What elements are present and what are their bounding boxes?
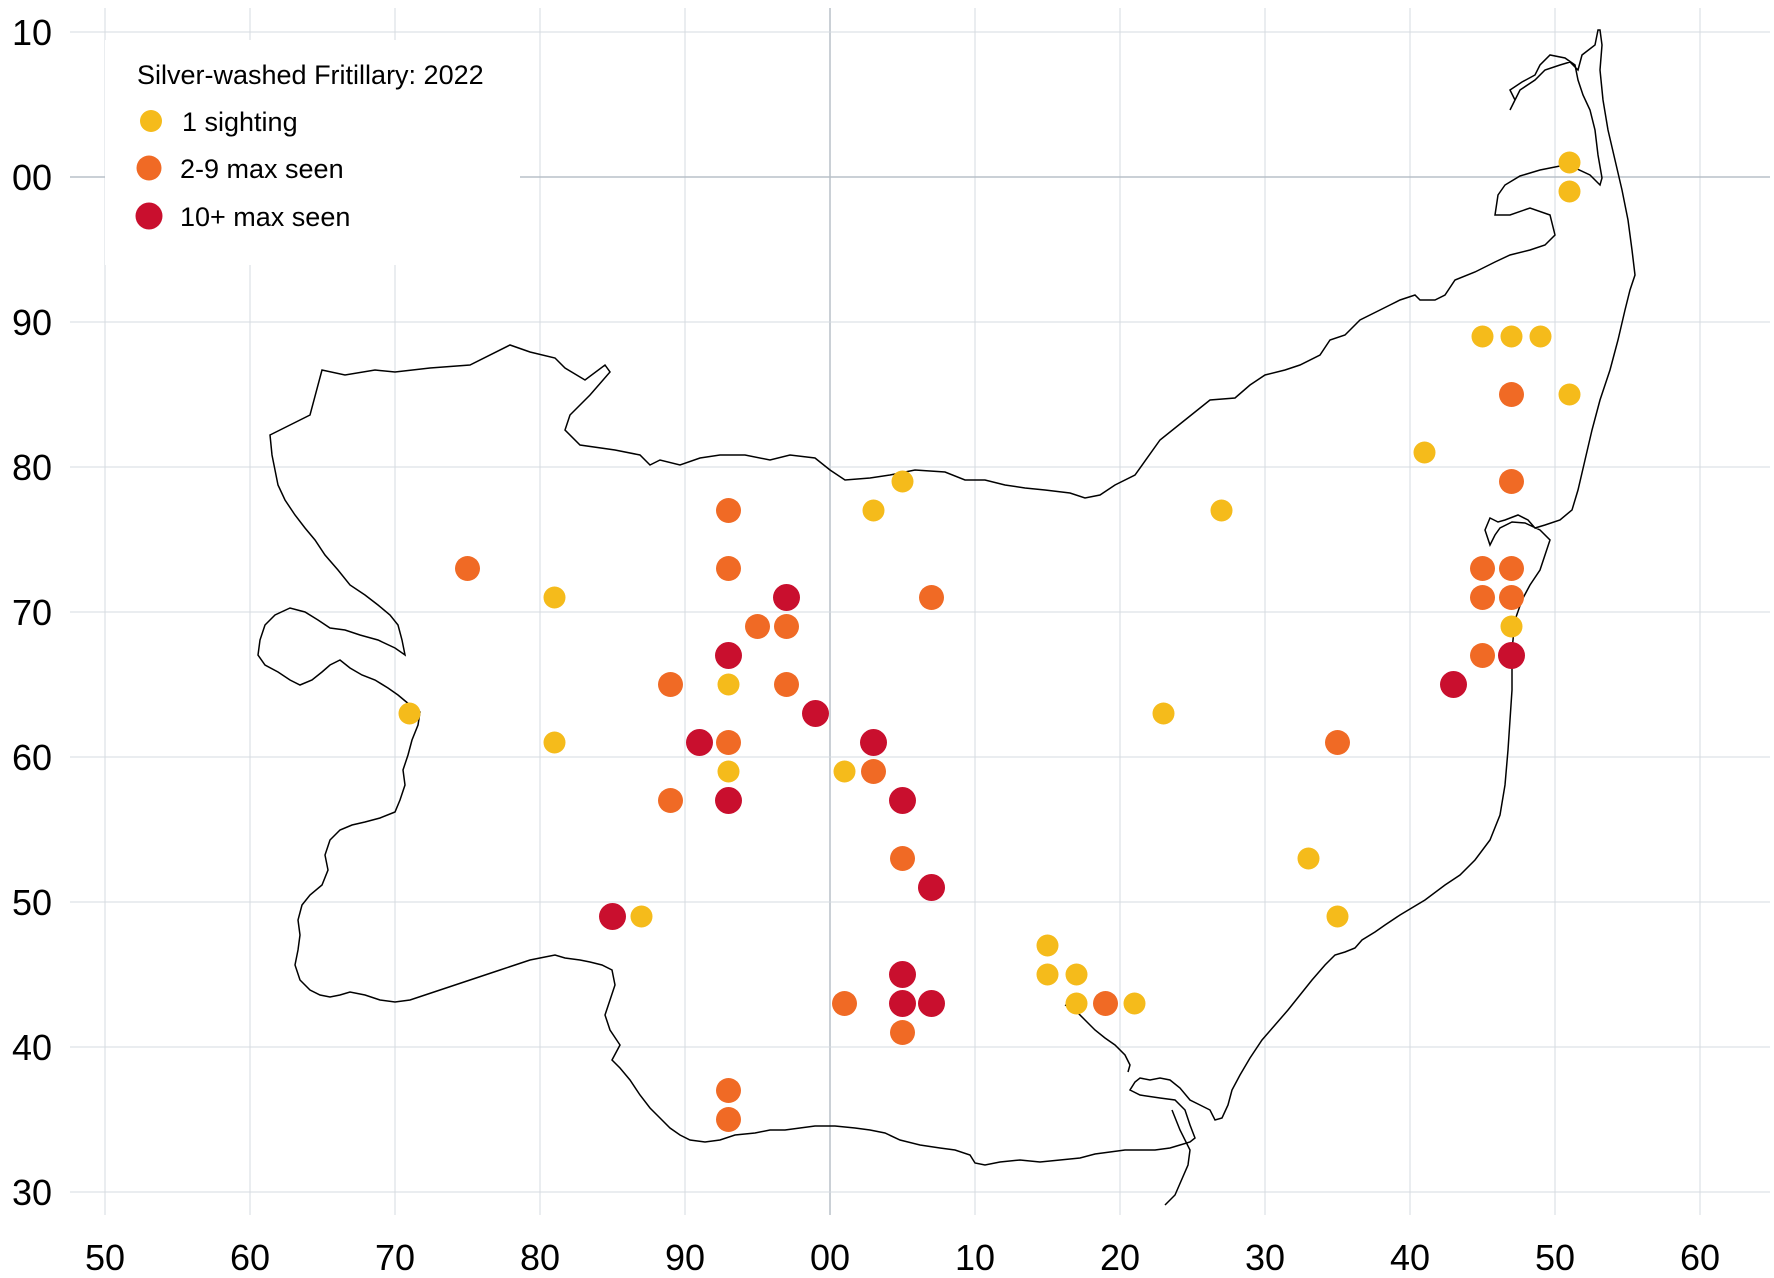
sighting-point-10-max-seen <box>715 642 742 669</box>
x-tick-label: 20 <box>1100 1237 1140 1278</box>
x-axis-ticks: 50 60 70 80 90 00 10 20 30 40 50 60 <box>85 1237 1720 1278</box>
sighting-point-2-9-max-seen <box>1499 382 1524 407</box>
sighting-point-2-9-max-seen <box>716 1107 741 1132</box>
sighting-point-10-max-seen <box>715 787 742 814</box>
x-tick-label: 60 <box>1680 1237 1720 1278</box>
sighting-point-2-9-max-seen <box>1499 556 1524 581</box>
y-tick-label: 40 <box>12 1027 52 1068</box>
legend-swatch-10-plus-max-seen <box>135 202 163 230</box>
x-tick-label: 60 <box>230 1237 270 1278</box>
legend-label-1-sighting: 1 sighting <box>182 107 298 137</box>
y-tick-label: 70 <box>12 592 52 633</box>
x-tick-label: 70 <box>375 1237 415 1278</box>
sighting-point-2-9-max-seen <box>1093 991 1118 1016</box>
sighting-point-1-sighting <box>1036 934 1059 957</box>
sighting-point-1-sighting <box>1471 325 1494 348</box>
sighting-point-1-sighting <box>1413 441 1436 464</box>
sighting-point-2-9-max-seen <box>890 846 915 871</box>
sighting-point-10-max-seen <box>1498 642 1525 669</box>
sighting-point-10-max-seen <box>889 990 916 1017</box>
sighting-point-1-sighting <box>717 673 740 696</box>
sighting-point-2-9-max-seen <box>774 672 799 697</box>
x-tick-label: 80 <box>520 1237 560 1278</box>
sighting-point-1-sighting <box>717 760 740 783</box>
sighting-point-1-sighting <box>1558 151 1581 174</box>
x-tick-label: 00 <box>810 1237 850 1278</box>
sighting-point-10-max-seen <box>889 787 916 814</box>
legend-title: Silver-washed Fritillary: 2022 <box>137 60 484 90</box>
legend-label-2-9-max-seen: 2-9 max seen <box>180 154 344 184</box>
legend-swatch-1-sighting <box>140 110 162 132</box>
sighting-point-2-9-max-seen <box>774 614 799 639</box>
grid-lines <box>70 8 1770 1215</box>
x-tick-label: 40 <box>1390 1237 1430 1278</box>
legend-swatch-2-9-max-seen <box>136 155 162 181</box>
sighting-point-1-sighting <box>1529 325 1552 348</box>
sighting-point-2-9-max-seen <box>1470 585 1495 610</box>
sighting-point-1-sighting <box>1558 180 1581 203</box>
y-tick-label: 00 <box>12 157 52 198</box>
sighting-point-2-9-max-seen <box>1499 469 1524 494</box>
sighting-point-2-9-max-seen <box>919 585 944 610</box>
sighting-point-2-9-max-seen <box>1499 585 1524 610</box>
sighting-point-2-9-max-seen <box>1470 643 1495 668</box>
sighting-point-10-max-seen <box>802 700 829 727</box>
sighting-point-1-sighting <box>543 731 566 754</box>
sighting-point-1-sighting <box>833 760 856 783</box>
sighting-point-1-sighting <box>1065 963 1088 986</box>
sighting-point-1-sighting <box>1123 992 1146 1015</box>
sighting-point-1-sighting <box>630 905 653 928</box>
sighting-point-2-9-max-seen <box>832 991 857 1016</box>
sighting-point-1-sighting <box>1500 325 1523 348</box>
sighting-points <box>398 151 1581 1132</box>
y-tick-label: 80 <box>12 447 52 488</box>
y-tick-label: 30 <box>12 1172 52 1213</box>
y-tick-label: 50 <box>12 882 52 923</box>
sighting-point-2-9-max-seen <box>716 498 741 523</box>
sighting-point-2-9-max-seen <box>716 556 741 581</box>
y-tick-label: 10 <box>12 12 52 53</box>
sighting-point-10-max-seen <box>686 729 713 756</box>
x-tick-label: 90 <box>665 1237 705 1278</box>
sighting-point-2-9-max-seen <box>1470 556 1495 581</box>
sighting-point-1-sighting <box>1326 905 1349 928</box>
sighting-point-2-9-max-seen <box>716 1078 741 1103</box>
sighting-point-2-9-max-seen <box>658 788 683 813</box>
legend-label-10-plus-max-seen: 10+ max seen <box>180 202 350 232</box>
sighting-point-2-9-max-seen <box>1325 730 1350 755</box>
x-tick-label: 10 <box>955 1237 995 1278</box>
sighting-point-1-sighting <box>862 499 885 522</box>
legend-box: Silver-washed Fritillary: 2022 1 sightin… <box>105 40 520 265</box>
sighting-point-10-max-seen <box>889 961 916 988</box>
sighting-point-10-max-seen <box>918 874 945 901</box>
x-tick-label: 30 <box>1245 1237 1285 1278</box>
sighting-point-1-sighting <box>1152 702 1175 725</box>
sighting-point-2-9-max-seen <box>745 614 770 639</box>
sighting-point-1-sighting <box>1210 499 1233 522</box>
sighting-point-10-max-seen <box>860 729 887 756</box>
y-tick-label: 60 <box>12 737 52 778</box>
sighting-point-1-sighting <box>398 702 421 725</box>
sighting-point-2-9-max-seen <box>716 730 741 755</box>
sighting-point-2-9-max-seen <box>658 672 683 697</box>
sighting-point-1-sighting <box>1558 383 1581 406</box>
sighting-point-10-max-seen <box>1440 671 1467 698</box>
sighting-point-1-sighting <box>1036 963 1059 986</box>
x-tick-label: 50 <box>1535 1237 1575 1278</box>
sighting-point-10-max-seen <box>773 584 800 611</box>
sighting-point-10-max-seen <box>599 903 626 930</box>
sighting-point-1-sighting <box>1065 992 1088 1015</box>
x-tick-label: 50 <box>85 1237 125 1278</box>
sighting-point-1-sighting <box>1297 847 1320 870</box>
sighting-point-2-9-max-seen <box>455 556 480 581</box>
sighting-point-10-max-seen <box>918 990 945 1017</box>
y-tick-label: 90 <box>12 302 52 343</box>
sighting-point-2-9-max-seen <box>861 759 886 784</box>
sighting-point-1-sighting <box>891 470 914 493</box>
sighting-point-1-sighting <box>543 586 566 609</box>
sighting-point-2-9-max-seen <box>890 1020 915 1045</box>
sighting-point-1-sighting <box>1500 615 1523 638</box>
y-axis-ticks: 10 00 90 80 70 60 50 40 30 <box>12 12 52 1213</box>
